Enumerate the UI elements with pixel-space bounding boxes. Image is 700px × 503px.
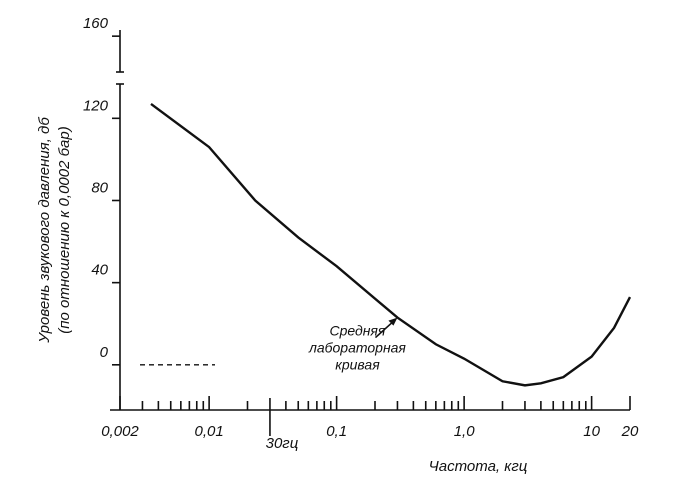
- y-tick-label: 80: [91, 179, 108, 196]
- y-tick-label: 160: [83, 15, 109, 32]
- y-tick-label: 40: [91, 262, 108, 279]
- x-tick-label: 0,1: [326, 423, 347, 440]
- marker-label: 30гц: [266, 435, 299, 452]
- y-axis-label: Уровень звукового давления, дб: [36, 117, 53, 344]
- annotation: Средняя: [329, 322, 385, 338]
- x-tick-label: 1,0: [454, 423, 476, 440]
- x-tick-label: 0,002: [101, 423, 139, 440]
- annotation: лабораторная: [308, 339, 406, 355]
- x-tick-label: 10: [583, 423, 600, 440]
- arrow-head: [388, 317, 398, 326]
- x-tick-label: 20: [621, 423, 639, 440]
- y-axis-label: (по отношению к 0,0002 бар): [56, 126, 73, 333]
- y-tick-label: 120: [83, 97, 109, 114]
- curve: [150, 102, 632, 387]
- x-tick-label: 0,01: [195, 423, 224, 440]
- annotation: кривая: [335, 356, 380, 372]
- y-tick-label: 0: [100, 344, 109, 361]
- x-axis-label: Частота, кгц: [429, 458, 528, 475]
